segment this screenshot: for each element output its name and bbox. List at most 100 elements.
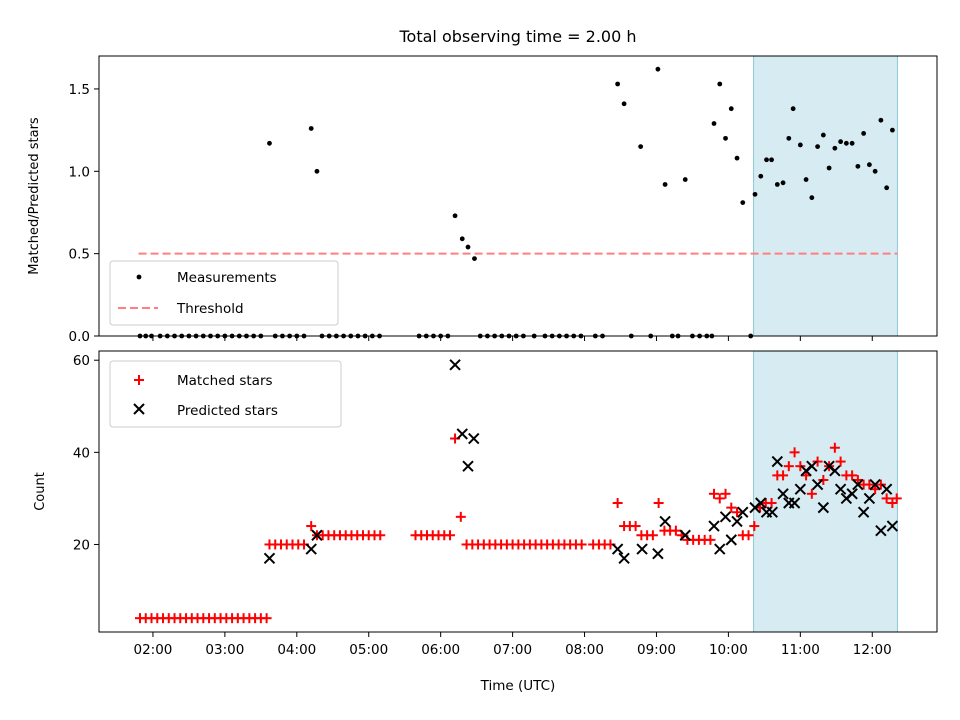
matched-point	[743, 530, 754, 541]
measurement-point	[790, 106, 796, 112]
matched-point	[881, 493, 892, 504]
bottom-y-tick-label: 20	[73, 537, 90, 553]
predicted-point	[462, 460, 474, 472]
matched-point	[720, 488, 731, 499]
matched-point	[714, 493, 725, 504]
measurement-point	[655, 66, 661, 72]
predicted-point	[857, 506, 870, 518]
bottom-highlight-span	[753, 350, 898, 633]
measurement-point	[843, 140, 849, 146]
predicted-point	[679, 529, 691, 541]
predicted-point	[777, 488, 789, 500]
matched-point	[726, 502, 737, 513]
top-y-tick-label: 1.0	[69, 164, 90, 180]
bottom-y-tick-label: 60	[73, 353, 90, 369]
matched-point	[306, 521, 317, 532]
measurement-point	[758, 173, 764, 179]
x-tick-label: 06:00	[421, 642, 460, 658]
measurement-point	[740, 200, 746, 205]
matched-point	[829, 442, 840, 453]
matched-point	[670, 525, 681, 536]
measurement-point	[832, 145, 838, 151]
measurement-point	[878, 117, 884, 123]
top-legend: Measurements Threshold	[109, 260, 339, 326]
predicted-point	[659, 515, 671, 528]
predicted-point	[636, 543, 648, 555]
measurement-point	[866, 162, 872, 168]
matched-point	[789, 447, 800, 458]
measurement-point	[820, 132, 826, 138]
measurement-point	[465, 244, 471, 250]
predicted-point	[708, 520, 720, 532]
predicted-point	[725, 534, 737, 546]
measurement-point	[734, 155, 740, 161]
top-axes-frame	[98, 55, 938, 337]
measurement-point	[815, 144, 820, 149]
matched-point	[778, 470, 789, 481]
matched-point	[647, 530, 658, 541]
count-series	[135, 359, 902, 624]
bottom-axes-frame	[98, 350, 938, 633]
predicted-point	[311, 529, 323, 541]
predicted-point	[806, 460, 818, 472]
predicted-point	[305, 543, 317, 555]
matched-point	[818, 474, 829, 485]
matched-point	[732, 507, 743, 518]
bottom-panel: Count Time (UTC) 02:00 03:00 04:00 05:00 06:…	[33, 350, 938, 694]
predicted-point	[880, 483, 893, 495]
measurement-point	[621, 101, 627, 107]
predicted-point	[771, 455, 784, 468]
measurement-point	[638, 144, 644, 149]
legend-marker-predicted	[133, 403, 145, 415]
matched-point	[783, 461, 794, 472]
measurement-point	[884, 185, 890, 191]
x-tick-label: 10:00	[709, 642, 748, 658]
top-y-axis-label: Matched/Predicted stars	[27, 117, 42, 275]
measurement-point	[752, 191, 758, 197]
x-tick-label: 04:00	[277, 642, 316, 658]
measurement-point	[711, 121, 717, 126]
measurement-point	[780, 180, 786, 186]
measurement-point	[890, 127, 895, 133]
x-axis-label: Time (UTC)	[480, 678, 556, 694]
predicted-point	[456, 428, 468, 440]
x-tick-label: 09:00	[637, 642, 676, 658]
predicted-point	[618, 552, 630, 565]
measurement-point	[764, 157, 769, 163]
predicted-point	[817, 501, 830, 514]
matched-point	[806, 488, 817, 499]
matched-point	[891, 493, 902, 504]
matched-point	[795, 461, 806, 472]
bottom-legend-box	[109, 360, 342, 428]
measurement-point	[717, 81, 723, 87]
matched-point	[766, 498, 777, 509]
legend-marker-matched	[134, 375, 144, 385]
top-panel: Total observing time = 2.00 h Matched/Pr…	[27, 27, 938, 345]
bottom-legend: Matched stars Predicted stars	[109, 360, 342, 428]
matched-point	[875, 479, 886, 490]
x-tick-label: 05:00	[349, 642, 388, 658]
measurement-point	[267, 140, 272, 146]
matched-point	[455, 511, 466, 522]
measurement-point	[308, 126, 314, 131]
measurement-point	[838, 139, 844, 145]
measurement-point	[797, 142, 803, 148]
x-tick-label: 07:00	[493, 642, 532, 658]
x-tick-label: 12:00	[853, 642, 892, 658]
matched-point	[864, 479, 875, 490]
predicted-point	[788, 497, 801, 509]
predicted-point	[611, 543, 624, 555]
top-y-tick-label: 0.5	[69, 247, 90, 263]
matched-point	[375, 530, 386, 541]
predicted-point	[852, 478, 864, 491]
measurement-point	[314, 168, 320, 174]
measurement-point	[682, 177, 688, 182]
x-tick-label: 03:00	[205, 642, 244, 658]
top-y-tick-label: 1.5	[69, 82, 90, 98]
predicted-point	[794, 483, 807, 495]
predicted-point	[719, 511, 732, 523]
matched-point	[749, 521, 760, 532]
measurement-point	[769, 157, 774, 163]
predicted-point	[846, 488, 858, 500]
matched-point	[576, 539, 587, 550]
